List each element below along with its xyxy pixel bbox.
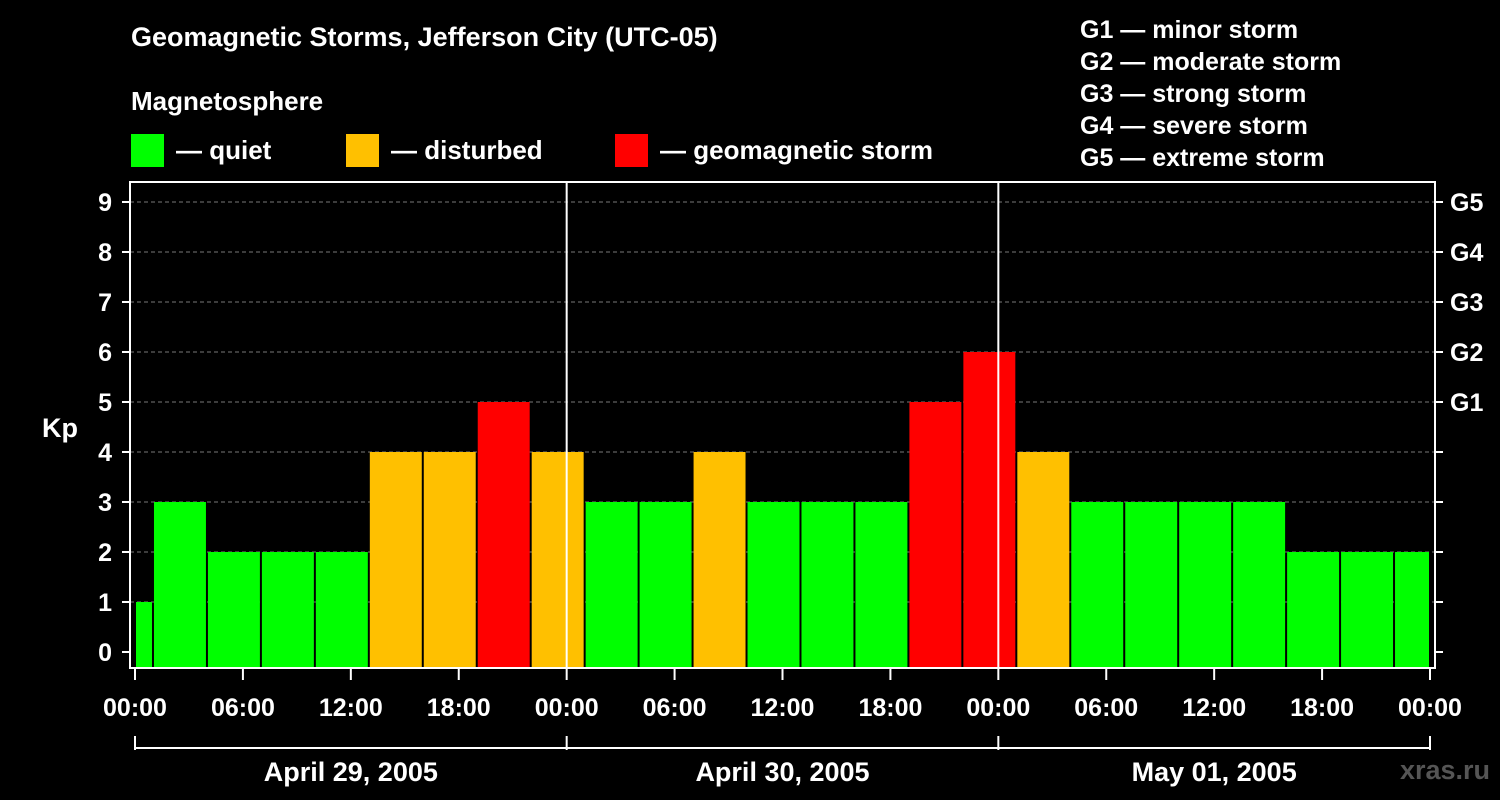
- legend-item-quiet: — quiet: [131, 134, 271, 167]
- chart-title: Geomagnetic Storms, Jefferson City (UTC-…: [131, 22, 718, 52]
- x-tick-label: 00:00: [966, 694, 1030, 722]
- x-tick-label: 18:00: [858, 694, 922, 722]
- kp-bar: [1071, 502, 1124, 668]
- kp-bar: [1125, 502, 1178, 668]
- kp-bar: [136, 602, 152, 668]
- x-tick-label: 12:00: [319, 694, 383, 722]
- kp-bar: [369, 452, 422, 668]
- legend-label-disturbed: — disturbed: [391, 135, 543, 165]
- kp-bar: [1017, 452, 1070, 668]
- storm-scale-g3: G3 — strong storm: [1080, 80, 1307, 108]
- y-tick-label: 9: [98, 189, 112, 217]
- kp-bar: [315, 552, 368, 668]
- legend-item-disturbed: — disturbed: [346, 134, 543, 167]
- legend-swatch-storm: [615, 134, 648, 167]
- kp-bar: [693, 452, 746, 668]
- day-label: April 29, 2005: [264, 757, 438, 787]
- right-g-label: G3: [1450, 289, 1483, 317]
- storm-scale-g4: G4 — severe storm: [1080, 112, 1308, 140]
- legend-swatch-quiet: [131, 134, 164, 167]
- kp-bar: [963, 352, 1016, 668]
- kp-bar: [855, 502, 908, 668]
- kp-bar: [207, 552, 260, 668]
- kp-bar: [477, 402, 530, 668]
- kp-bar: [1287, 552, 1340, 668]
- storm-scale-list: G1 — minor storm G2 — moderate storm G3 …: [1080, 14, 1341, 174]
- y-tick-label: 8: [98, 239, 112, 267]
- kp-bar: [801, 502, 854, 668]
- kp-bar: [1233, 502, 1286, 668]
- kp-bar: [1341, 552, 1394, 668]
- kp-bar: [153, 502, 206, 668]
- x-tick-label: 18:00: [1290, 694, 1354, 722]
- x-tick-label: 12:00: [751, 694, 815, 722]
- storm-scale-g2: G2 — moderate storm: [1080, 48, 1342, 76]
- x-tick-label: 18:00: [427, 694, 491, 722]
- x-tick-label: 00:00: [1398, 694, 1462, 722]
- y-tick-label: 4: [98, 439, 112, 467]
- day-label: May 01, 2005: [1132, 757, 1297, 787]
- legend-label-quiet: — quiet: [176, 135, 272, 165]
- kp-bar: [639, 502, 692, 668]
- y-tick-label: 6: [98, 339, 112, 367]
- y-tick-label: 3: [98, 489, 112, 517]
- kp-bar: [585, 502, 638, 668]
- x-tick-label: 00:00: [103, 694, 167, 722]
- kp-bar: [1179, 502, 1232, 668]
- kp-bar: [1395, 552, 1429, 668]
- storm-scale-g5: G5 — extreme storm: [1080, 144, 1325, 172]
- right-g-label: G4: [1450, 239, 1483, 267]
- y-tick-label: 7: [98, 289, 112, 317]
- y-axis-label: Kp: [42, 413, 78, 443]
- kp-bar: [909, 402, 962, 668]
- y-tick-label: 2: [98, 539, 112, 567]
- x-tick-label: 00:00: [535, 694, 599, 722]
- y-tick-label: 5: [98, 389, 112, 417]
- x-tick-label: 06:00: [643, 694, 707, 722]
- y-tick-label: 0: [98, 639, 112, 667]
- legend-label-storm: — geomagnetic storm: [660, 135, 934, 165]
- y-tick-label: 1: [98, 589, 112, 617]
- kp-bar: [531, 452, 584, 668]
- x-tick-label: 06:00: [1074, 694, 1138, 722]
- x-tick-label: 06:00: [211, 694, 275, 722]
- watermark: xras.ru: [1399, 755, 1490, 785]
- day-label: April 30, 2005: [695, 757, 869, 787]
- legend-swatch-disturbed: [346, 134, 379, 167]
- storm-scale-g1: G1 — minor storm: [1080, 16, 1299, 44]
- kp-bar: [423, 452, 476, 668]
- kp-bar: [747, 502, 800, 668]
- right-g-label: G5: [1450, 189, 1483, 217]
- legend-item-storm: — geomagnetic storm: [615, 134, 933, 167]
- kp-bar: [261, 552, 314, 668]
- chart-subtitle: Magnetosphere: [131, 86, 324, 116]
- right-g-label: G2: [1450, 339, 1483, 367]
- right-g-label: G1: [1450, 389, 1483, 417]
- x-tick-label: 12:00: [1182, 694, 1246, 722]
